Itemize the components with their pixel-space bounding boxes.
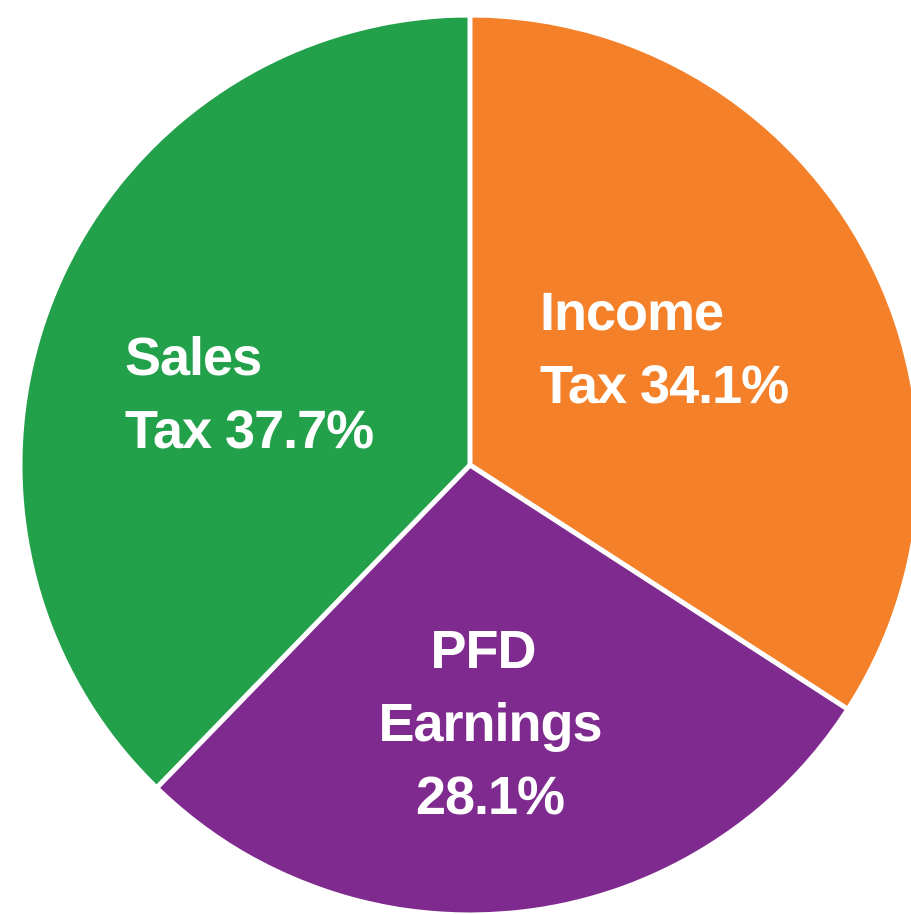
pie-slice	[154, 462, 851, 914]
value-label: 28.1%	[416, 766, 564, 826]
slice-label: Income Tax	[540, 282, 737, 415]
slice-label: PFD Earnings	[378, 620, 601, 753]
slice-label: Sales Tax	[125, 327, 275, 460]
value-label: 34.1%	[640, 355, 788, 415]
value-label: 37.7%	[225, 400, 373, 460]
pie-slice	[17, 12, 473, 791]
